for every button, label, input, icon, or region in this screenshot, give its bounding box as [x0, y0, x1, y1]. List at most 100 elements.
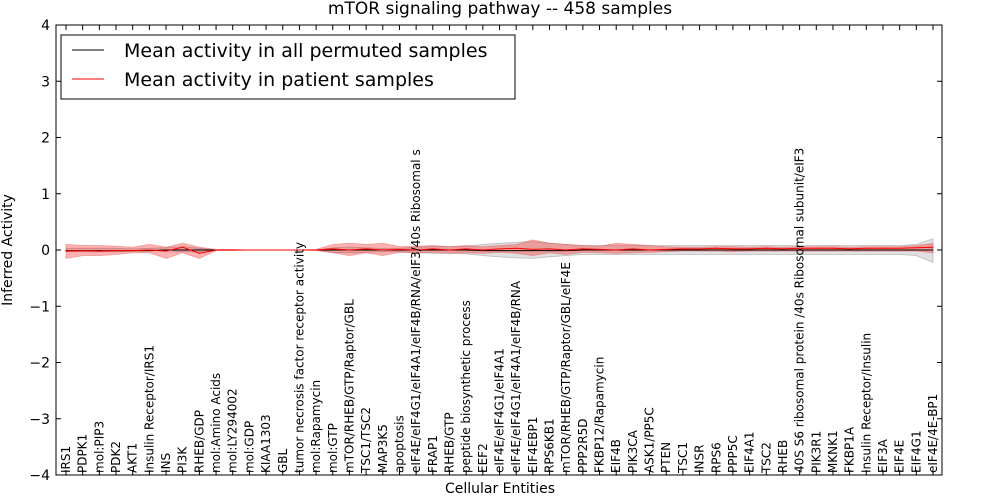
legend: Mean activity in all permuted samples Mea…	[60, 34, 516, 100]
point-series-1-25	[482, 249, 484, 251]
point-series-1-45	[815, 247, 817, 249]
x-tick-label-32: FKBP12/Rapamycin	[593, 357, 607, 473]
point-series-0-16	[332, 249, 334, 251]
x-tick-label-37: TSC1	[676, 442, 690, 474]
point-series-1-42	[765, 247, 767, 249]
point-series-1-44	[799, 247, 801, 249]
x-tick-label-9: mol:Amino Acids	[209, 373, 223, 473]
x-tick-label-17: mTOR/RHEB/GTP/Raptor/GBL	[342, 299, 356, 473]
point-series-1-11	[248, 249, 250, 251]
y-tick-label-2: −2	[29, 356, 50, 372]
point-series-0-42	[765, 249, 767, 251]
point-series-1-35	[649, 249, 651, 251]
x-tick-label-22: FRAP1	[426, 435, 440, 473]
y-tick-label-7: 3	[41, 74, 50, 90]
point-series-1-18	[365, 248, 367, 250]
point-series-0-7	[182, 249, 184, 251]
x-tick-label-5: Insulin Receptor/IRS1	[142, 345, 156, 473]
point-series-1-12	[265, 249, 267, 251]
point-series-1-0	[65, 250, 67, 252]
point-series-0-39	[715, 249, 717, 251]
point-series-1-41	[749, 248, 751, 250]
point-series-1-19	[382, 249, 384, 251]
x-tick-label-24: peptide biosynthetic process	[459, 300, 473, 473]
point-series-1-26	[499, 248, 500, 250]
x-tick-label-18: TSC1/TSC2	[359, 407, 373, 474]
x-tick-label-23: RHEB/GTP	[443, 412, 457, 473]
y-tick-label-6: 2	[41, 131, 50, 147]
point-series-0-29	[549, 250, 550, 252]
point-series-0-52	[932, 249, 934, 251]
x-tick-label-43: RHEB	[776, 440, 790, 473]
y-tick-label-0: −4	[29, 468, 50, 484]
point-series-1-38	[699, 248, 701, 250]
x-tick-label-2: mol:PIP3	[92, 421, 106, 473]
point-series-1-48	[865, 247, 867, 249]
point-series-0-46	[832, 249, 834, 251]
point-series-1-40	[732, 248, 734, 250]
x-tick-label-10: mol:LY294002	[226, 388, 240, 473]
x-tick-label-14: tumor necrosis factor receptor activity	[292, 242, 306, 473]
point-series-0-18	[365, 249, 367, 251]
y-axis-label: Inferred Activity	[0, 194, 16, 306]
point-series-1-32	[599, 248, 600, 250]
x-tick-label-26: eIF4E/eIF4G1/eIF4A1	[493, 348, 507, 473]
point-series-0-37	[682, 249, 684, 251]
x-tick-label-36: PTEN	[659, 442, 673, 473]
point-series-0-34	[632, 249, 634, 251]
x-tick-label-7: PI3K	[176, 446, 190, 473]
point-series-1-36	[665, 248, 667, 250]
x-tick-label-41: EIF4A1	[743, 431, 757, 473]
x-tick-label-44: 40S S6 ribosomal protein /40s Ribosomal …	[793, 148, 807, 473]
point-series-1-22	[432, 248, 434, 250]
point-series-1-50	[899, 247, 901, 249]
point-series-1-27	[515, 247, 517, 249]
x-tick-label-28: EIF4EBP1	[526, 417, 540, 473]
point-series-1-6	[165, 250, 167, 252]
point-series-1-20	[399, 248, 400, 250]
point-series-1-39	[715, 247, 717, 249]
point-series-1-13	[282, 249, 284, 251]
y-tick-label-1: −3	[29, 412, 50, 428]
x-tick-label-35: ASK1/PP5C	[643, 407, 657, 473]
point-series-0-45	[815, 249, 817, 251]
chart-title: mTOR signaling pathway -- 458 samples	[328, 0, 672, 19]
point-series-1-52	[932, 246, 934, 248]
x-tick-label-40: PPP5C	[726, 435, 740, 473]
x-axis-label: Cellular Entities	[445, 481, 555, 497]
point-series-0-26	[499, 250, 500, 252]
point-series-1-31	[582, 248, 584, 250]
point-series-0-38	[699, 249, 701, 251]
point-series-1-15	[315, 249, 317, 251]
x-tick-label-13: GBL	[276, 449, 290, 474]
x-tick-label-45: PIK3R1	[809, 431, 823, 473]
point-series-0-22	[432, 249, 434, 251]
point-series-0-47	[849, 249, 851, 251]
x-tick-label-33: EIF4B	[609, 439, 623, 473]
point-series-1-10	[232, 249, 234, 251]
point-series-0-24	[465, 249, 467, 251]
point-series-1-5	[148, 249, 150, 251]
x-tick-label-42: TSC2	[759, 442, 773, 474]
point-series-1-23	[449, 249, 450, 251]
x-tick-label-19: MAP3K5	[376, 424, 390, 473]
y-tick-label-8: 4	[41, 18, 50, 34]
y-tick-label-4: 0	[41, 243, 50, 259]
point-series-1-3	[115, 250, 117, 252]
point-series-1-30	[565, 249, 567, 251]
point-series-0-6	[165, 249, 167, 251]
y-tick-label-5: 1	[41, 187, 50, 203]
x-tick-label-6: INS	[159, 453, 173, 473]
point-series-1-43	[782, 248, 784, 250]
plot-area	[65, 238, 934, 263]
point-series-0-48	[865, 249, 867, 251]
x-tick-label-1: PDPK1	[76, 434, 90, 473]
legend-label-0: Mean activity in all permuted samples	[124, 40, 487, 62]
point-series-1-37	[682, 248, 684, 250]
x-tick-label-30: mTOR/RHEB/GTP/Raptor/GBL/eIF4E	[559, 262, 573, 473]
point-series-1-2	[98, 250, 100, 252]
x-tick-label-8: RHEB/GDP	[192, 410, 206, 473]
y-tick-label-3: −1	[29, 299, 50, 315]
